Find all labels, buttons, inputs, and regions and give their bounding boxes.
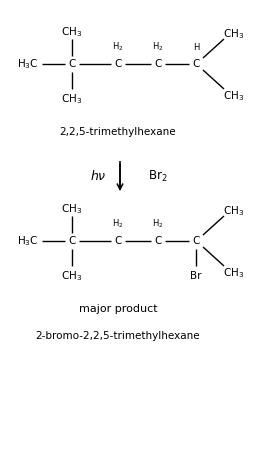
- Text: CH$_3$: CH$_3$: [61, 92, 83, 106]
- Text: 2-bromo-2,2,5-trimethylhexane: 2-bromo-2,2,5-trimethylhexane: [36, 331, 200, 341]
- Text: C: C: [192, 59, 200, 69]
- Text: C: C: [154, 59, 162, 69]
- Text: C: C: [68, 59, 76, 69]
- Text: Br$_2$: Br$_2$: [148, 168, 168, 184]
- Text: major product: major product: [79, 304, 157, 314]
- Text: H$_3$C: H$_3$C: [17, 234, 39, 248]
- Text: CH$_3$: CH$_3$: [61, 269, 83, 283]
- Text: CH$_3$: CH$_3$: [223, 266, 245, 280]
- Text: H$_2$: H$_2$: [152, 218, 164, 230]
- Text: C: C: [154, 236, 162, 246]
- Text: CH$_3$: CH$_3$: [223, 89, 245, 103]
- Text: C: C: [114, 59, 122, 69]
- Text: CH$_3$: CH$_3$: [61, 25, 83, 39]
- Text: C: C: [114, 236, 122, 246]
- Text: CH$_3$: CH$_3$: [223, 204, 245, 218]
- Text: Br: Br: [190, 271, 202, 281]
- Text: CH$_3$: CH$_3$: [61, 202, 83, 216]
- Text: 2,2,5-trimethylhexane: 2,2,5-trimethylhexane: [60, 127, 176, 137]
- Text: C: C: [192, 236, 200, 246]
- Text: H$_2$: H$_2$: [112, 218, 124, 230]
- Text: H$_2$: H$_2$: [152, 41, 164, 53]
- Text: H$_2$: H$_2$: [112, 41, 124, 53]
- Text: H$_3$C: H$_3$C: [17, 57, 39, 71]
- Text: $h\nu$: $h\nu$: [90, 169, 106, 183]
- Text: H: H: [193, 43, 199, 52]
- Text: C: C: [68, 236, 76, 246]
- Text: CH$_3$: CH$_3$: [223, 27, 245, 41]
